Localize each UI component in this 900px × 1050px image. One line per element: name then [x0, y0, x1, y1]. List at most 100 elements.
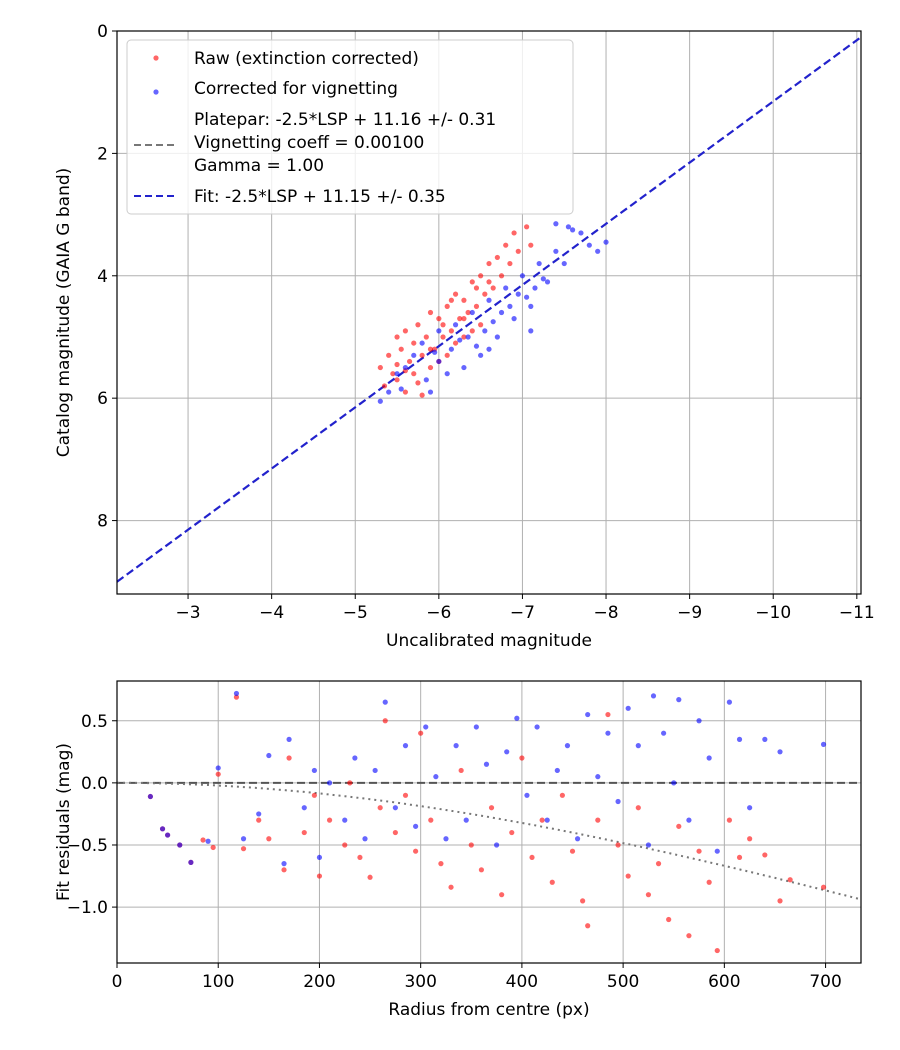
raw-point	[458, 767, 464, 774]
raw-point	[233, 694, 240, 700]
corrected-point	[398, 386, 404, 392]
corrected-point	[493, 842, 500, 848]
raw-point	[519, 755, 525, 761]
raw-point	[585, 923, 591, 929]
raw-point	[676, 823, 682, 829]
y-tick-label: 2	[97, 144, 108, 164]
x-tick-label: 400	[506, 972, 538, 992]
x-tick-label: −6	[426, 603, 451, 623]
bottom-scatter-points	[147, 690, 827, 954]
raw-point	[266, 836, 272, 842]
y-tick-label: −0.5	[67, 836, 108, 856]
corrected-point	[326, 780, 333, 786]
legend-corrected-label: Corrected for vignetting	[194, 79, 398, 99]
legend-platepar-line2: Vignetting coeff = 0.00100	[194, 133, 424, 153]
raw-point	[444, 352, 450, 358]
corrected-point	[342, 817, 348, 823]
corrected-point	[478, 352, 484, 358]
raw-point	[635, 805, 641, 811]
raw-point	[427, 346, 434, 352]
corrected-point	[372, 767, 378, 774]
raw-point	[427, 364, 434, 371]
corrected-point	[352, 755, 358, 761]
corrected-point	[507, 303, 513, 309]
corrected-point	[686, 817, 692, 823]
corrected-point	[486, 346, 492, 352]
raw-point	[625, 873, 631, 879]
raw-point	[326, 817, 333, 823]
y-tick-label: 8	[97, 512, 108, 532]
top-ticks: −3 −4 −5 −6 −7 −8 −9 −10 −11 0 2 4 6 8	[97, 22, 875, 623]
raw-point	[539, 817, 545, 823]
corrected-point	[490, 319, 496, 325]
corrected-point	[645, 842, 652, 848]
corrected-point	[411, 352, 417, 358]
x-tick-label: −8	[594, 603, 619, 623]
corrected-point	[433, 774, 439, 780]
corrected-point	[595, 248, 601, 254]
legend-raw-label: Raw (extinction corrected)	[194, 49, 419, 69]
corrected-point	[452, 322, 459, 328]
raw-point	[529, 854, 535, 861]
y-tick-label: 0.0	[81, 774, 108, 794]
corrected-point	[461, 364, 467, 371]
raw-point	[394, 334, 400, 340]
top-scatter-points	[377, 221, 609, 404]
x-tick-label: 300	[404, 972, 436, 992]
raw-point	[747, 836, 753, 842]
raw-point	[436, 316, 442, 322]
raw-point	[444, 303, 450, 309]
corrected-point	[463, 817, 469, 823]
corrected-point	[540, 276, 546, 282]
corrected-point	[402, 364, 409, 371]
raw-point	[461, 297, 467, 303]
corrected-point	[574, 836, 581, 842]
raw-point	[394, 377, 400, 383]
legend: Raw (extinction corrected) Corrected for…	[126, 39, 574, 215]
residuals-plot: 0 100 200 300 400 500 600 700 0.5 0.0 −0.5 −1.0 Rad…	[54, 680, 862, 1020]
top-x-axis-label: Uncalibrated magnitude	[386, 631, 592, 651]
raw-point	[569, 848, 576, 854]
raw-point	[402, 328, 409, 334]
corrected-point	[635, 742, 641, 749]
corrected-point	[514, 715, 520, 721]
y-tick-label: 0	[97, 22, 108, 42]
corrected-point	[661, 730, 667, 736]
corrected-point	[650, 693, 657, 699]
corrected-point	[486, 297, 492, 303]
raw-point	[448, 297, 454, 303]
raw-point	[256, 817, 262, 823]
raw-point	[240, 846, 247, 852]
raw-point	[528, 242, 534, 248]
corrected-point	[671, 780, 677, 786]
raw-point	[419, 392, 425, 398]
corrected-point	[316, 854, 323, 861]
corrected-point	[736, 736, 743, 742]
bottom-ticks: 0 100 200 300 400 500 600 700 0.5 0.0 −0.5 −1.0	[67, 712, 842, 992]
raw-point	[210, 844, 216, 851]
raw-point	[316, 873, 323, 879]
raw-point	[473, 303, 480, 309]
corrected-point	[436, 358, 442, 365]
corrected-point	[528, 303, 534, 309]
raw-point	[696, 848, 702, 854]
raw-point	[559, 792, 565, 798]
raw-point	[762, 852, 768, 858]
corrected-point	[553, 221, 559, 227]
raw-point	[419, 352, 425, 358]
corrected-point	[585, 711, 591, 718]
raw-point	[469, 279, 475, 285]
raw-point	[452, 291, 459, 297]
corrected-point	[605, 730, 611, 736]
corrected-point	[188, 859, 194, 865]
raw-point	[486, 279, 492, 285]
raw-point	[286, 755, 292, 761]
x-tick-label: −11	[839, 603, 875, 623]
raw-point	[666, 916, 672, 923]
raw-point	[490, 285, 496, 291]
corrected-point	[498, 309, 505, 316]
raw-point	[494, 254, 500, 261]
raw-point	[605, 711, 611, 718]
x-tick-label: 100	[202, 972, 234, 992]
